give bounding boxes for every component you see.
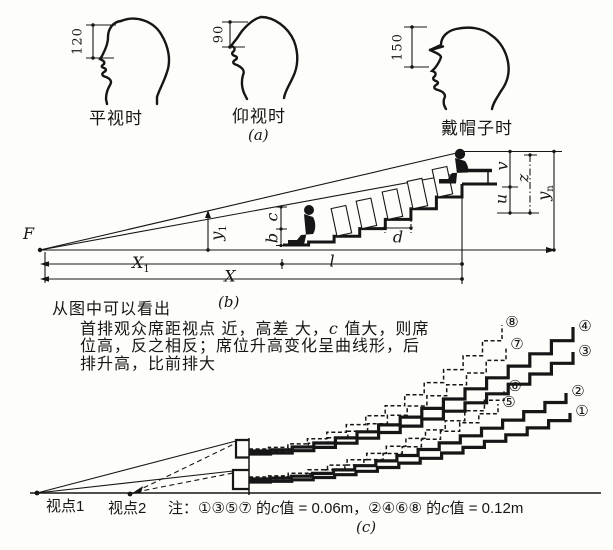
label-v: v <box>492 161 512 171</box>
sightline-lower <box>39 173 456 251</box>
sightline-diagram <box>37 148 562 284</box>
label-c: c <box>262 212 282 222</box>
seat-back <box>330 204 353 237</box>
note-text: 注：①③⑤⑦ 的c值 = 0.06m，②④⑥⑧ 的c值 = 0.12m <box>168 499 524 517</box>
right-dimension-lines <box>461 149 562 252</box>
head-profile-looking-up <box>222 15 299 101</box>
label-viewpoint1: 视点1 <box>46 498 85 515</box>
viewpoint2-point <box>127 491 133 497</box>
seating-curve <box>249 389 505 478</box>
curve-number-label: ⑤ <box>502 393 516 411</box>
seating-curve <box>249 352 575 456</box>
lower-platform-edge <box>231 468 249 491</box>
seating-curve <box>249 413 572 484</box>
dimension-line-150 <box>404 26 429 68</box>
head-dim-120: 120 <box>70 27 86 55</box>
label-y1: y1 <box>206 225 230 241</box>
head-profile-with-hat <box>404 25 510 111</box>
curve-number-label: ⑥ <box>508 377 522 395</box>
curve-number-label: ③ <box>578 342 592 360</box>
label-l: l <box>329 251 335 271</box>
label-d: d <box>392 227 404 247</box>
label-X1: X1 <box>132 253 150 276</box>
curve-number-label: ① <box>575 402 589 420</box>
label-z: z <box>513 173 533 183</box>
label-X: X <box>224 266 236 286</box>
text-line2: 位高，反之相反；席位升高变化呈曲线形，后 <box>80 338 421 355</box>
caption-with-hat: 戴帽子时 <box>441 119 513 138</box>
sublabel-a: (a) <box>248 126 269 144</box>
text-line1: 首排观众席距视点 近，高差 大，c 值大，则席 <box>80 319 430 338</box>
curve-number-label: ⑦ <box>510 335 524 353</box>
label-viewpoint2: 视点2 <box>108 500 147 517</box>
head-dim-90: 90 <box>211 24 227 44</box>
seated-figure-first-row <box>288 205 316 245</box>
label-u: u <box>491 193 511 205</box>
text-line3: 排升高，比前排大 <box>80 356 217 373</box>
label-b: b <box>262 232 282 244</box>
dimension-line-120 <box>86 24 116 59</box>
curve-number-label: ⑧ <box>505 313 519 331</box>
caption-level-view: 平视时 <box>89 109 143 128</box>
label-F: F <box>23 224 35 243</box>
upper-platform-edge <box>234 438 249 459</box>
text-intro: 从图中可以看出 <box>52 301 172 318</box>
head-profile-level <box>86 17 171 106</box>
sightline-upper <box>39 151 462 251</box>
head-dim-150: 150 <box>390 33 406 61</box>
curve-number-label: ④ <box>578 317 592 335</box>
curve-number-label: ② <box>571 382 585 400</box>
sublabel-b: (b) <box>218 293 240 311</box>
seat-back <box>406 177 429 210</box>
seat-back <box>355 197 378 230</box>
label-yn: yn <box>533 185 557 201</box>
seating-rise-curves <box>249 325 575 484</box>
dim-rows-x1-l-x <box>44 252 462 283</box>
sightlines-viewpoint1 <box>36 440 237 494</box>
seat-back <box>381 188 404 221</box>
dimension-line-90 <box>222 21 248 48</box>
caption-looking-up: 仰视时 <box>232 107 286 126</box>
sublabel-c: (c) <box>356 518 377 536</box>
sightlines-viewpoint2 <box>135 442 237 493</box>
curves-diagram <box>30 325 601 497</box>
